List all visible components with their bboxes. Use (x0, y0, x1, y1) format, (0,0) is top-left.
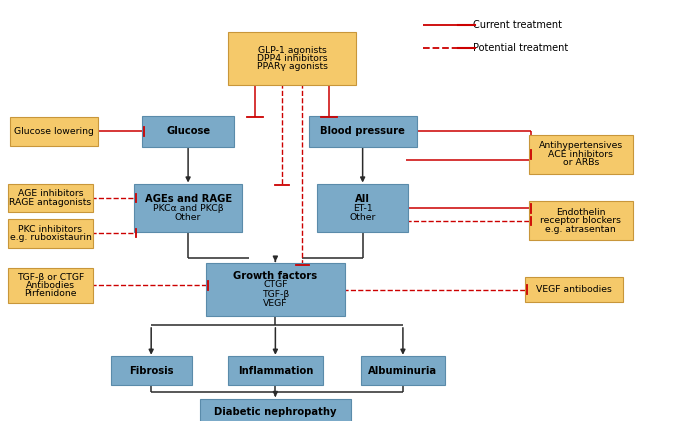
Text: RAGE antagonists: RAGE antagonists (10, 198, 92, 207)
FancyBboxPatch shape (525, 277, 623, 302)
Text: Endothelin: Endothelin (556, 208, 606, 217)
Text: Fibrosis: Fibrosis (129, 366, 173, 376)
Text: Current treatment: Current treatment (473, 20, 562, 30)
Text: Other: Other (175, 213, 201, 222)
Text: GLP-1 agonists: GLP-1 agonists (258, 45, 327, 54)
Text: DPP4 inhibitors: DPP4 inhibitors (257, 54, 327, 63)
Text: Antihypertensives: Antihypertensives (538, 142, 623, 150)
FancyBboxPatch shape (8, 219, 92, 248)
Text: CTGF: CTGF (263, 280, 288, 289)
Text: Diabetic nephropathy: Diabetic nephropathy (214, 408, 336, 417)
FancyBboxPatch shape (142, 116, 234, 147)
Text: VEGF antibodies: VEGF antibodies (536, 285, 612, 294)
Text: Glucose lowering: Glucose lowering (14, 127, 94, 136)
FancyBboxPatch shape (8, 184, 92, 212)
FancyBboxPatch shape (309, 116, 416, 147)
FancyBboxPatch shape (317, 184, 408, 232)
FancyBboxPatch shape (529, 135, 632, 174)
FancyBboxPatch shape (228, 357, 323, 385)
Text: Inflammation: Inflammation (238, 366, 313, 376)
FancyBboxPatch shape (529, 201, 632, 241)
Text: or ARBs: or ARBs (562, 158, 599, 167)
Text: Albuminuria: Albuminuria (369, 366, 438, 376)
Text: PPARγ agonists: PPARγ agonists (257, 62, 327, 71)
Text: receptor blockers: receptor blockers (540, 216, 621, 225)
Text: Other: Other (349, 213, 376, 222)
Text: Pirfenidone: Pirfenidone (24, 289, 77, 298)
Text: e.g. ruboxistaurin: e.g. ruboxistaurin (10, 233, 91, 242)
Text: VEGF: VEGF (263, 299, 288, 308)
Text: TGF-β or CTGF: TGF-β or CTGF (17, 272, 84, 281)
Text: AGE inhibitors: AGE inhibitors (18, 189, 84, 198)
Text: AGEs and RAGE: AGEs and RAGE (145, 194, 232, 204)
Text: TGF-β: TGF-β (262, 289, 289, 299)
Text: e.g. atrasentan: e.g. atrasentan (545, 225, 616, 234)
Text: Blood pressure: Blood pressure (320, 126, 405, 136)
FancyBboxPatch shape (206, 264, 345, 316)
Text: AII: AII (355, 194, 370, 204)
Text: PKCα and PKCβ: PKCα and PKCβ (153, 204, 223, 213)
FancyBboxPatch shape (360, 357, 445, 385)
FancyBboxPatch shape (134, 184, 242, 232)
Text: Growth factors: Growth factors (234, 271, 317, 281)
Text: ET-1: ET-1 (353, 204, 373, 213)
Text: Glucose: Glucose (166, 126, 210, 136)
Text: ACE inhibitors: ACE inhibitors (548, 150, 613, 159)
Text: PKC inhibitors: PKC inhibitors (18, 225, 83, 234)
FancyBboxPatch shape (8, 268, 92, 303)
FancyBboxPatch shape (228, 32, 356, 85)
Text: Potential treatment: Potential treatment (473, 43, 569, 53)
FancyBboxPatch shape (10, 117, 98, 146)
FancyBboxPatch shape (110, 357, 192, 385)
Text: Antibodies: Antibodies (26, 281, 75, 290)
FancyBboxPatch shape (199, 399, 351, 425)
